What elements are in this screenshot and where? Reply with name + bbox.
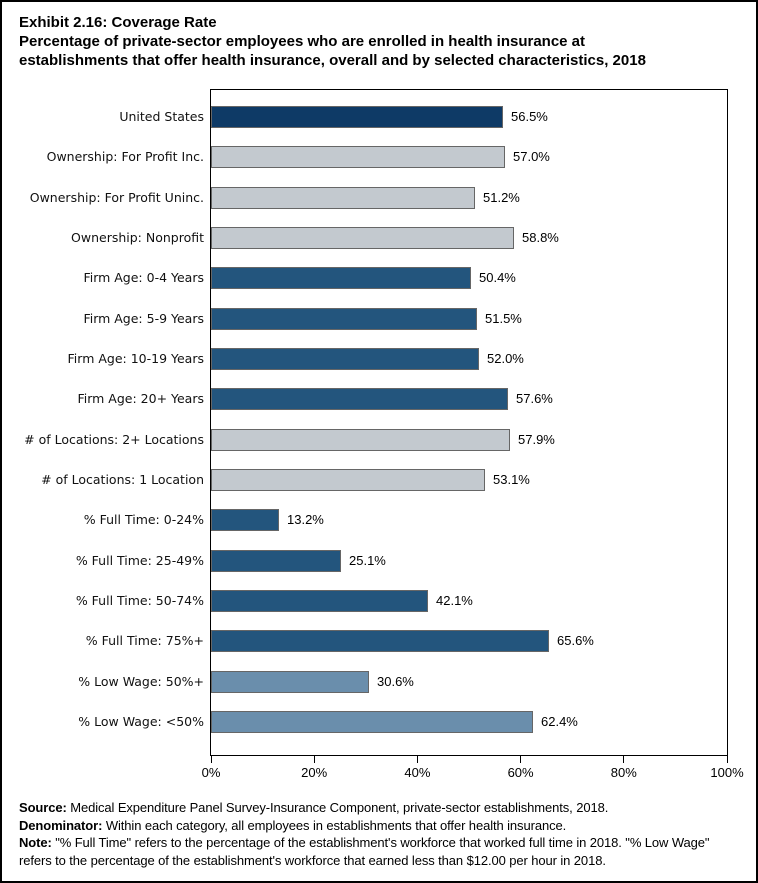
footnote-line: Denominator: Within each category, all e… — [19, 817, 567, 833]
value-label: 42.1% — [436, 593, 473, 608]
title-block: Exhibit 2.16: Coverage Rate Percentage o… — [19, 13, 699, 70]
x-axis-tick — [726, 756, 728, 763]
value-label: 51.5% — [485, 311, 522, 326]
category-label: United States — [119, 109, 204, 124]
footnote-line: Note: "% Full Time" refers to the percen… — [19, 835, 710, 868]
bar — [211, 469, 485, 491]
category-label: # of Locations: 2+ Locations — [24, 432, 204, 447]
exhibit-title: Exhibit 2.16: Coverage Rate — [19, 14, 217, 31]
category-label: Firm Age: 20+ Years — [77, 391, 204, 406]
bar — [211, 711, 533, 733]
value-label: 57.0% — [513, 149, 550, 164]
footnotes: Source: Medical Expenditure Panel Survey… — [19, 799, 745, 869]
value-label: 25.1% — [349, 553, 386, 568]
bar — [211, 308, 477, 330]
category-label: Ownership: Nonprofit — [71, 230, 204, 245]
x-axis-tick — [313, 756, 315, 763]
value-label: 53.1% — [493, 472, 530, 487]
bar — [211, 550, 341, 572]
footnote-line: Source: Medical Expenditure Panel Survey… — [19, 800, 609, 815]
category-label: % Full Time: 75%+ — [85, 633, 204, 648]
category-label: Firm Age: 10-19 Years — [67, 351, 204, 366]
value-label: 51.2% — [483, 190, 520, 205]
bar — [211, 671, 369, 693]
footnote-label: Source: — [19, 800, 67, 815]
value-label: 65.6% — [557, 633, 594, 648]
footnote-label: Denominator: — [19, 817, 103, 833]
bar — [211, 146, 505, 168]
bar — [211, 267, 471, 289]
bar — [211, 630, 549, 652]
category-label: % Full Time: 25-49% — [75, 553, 204, 568]
value-label: 52.0% — [487, 351, 524, 366]
bar — [211, 590, 428, 612]
value-label: 56.5% — [511, 109, 548, 124]
category-label: Firm Age: 5-9 Years — [83, 311, 204, 326]
x-axis-tick-label: 0% — [201, 765, 221, 780]
x-axis-tick — [210, 756, 212, 763]
footnote-label: Note: — [19, 835, 52, 850]
x-axis-tick-label: 60% — [507, 765, 534, 780]
value-label: 30.6% — [377, 674, 414, 689]
category-label: Ownership: For Profit Uninc. — [29, 190, 204, 205]
value-label: 57.6% — [516, 391, 553, 406]
x-axis-tick-label: 40% — [404, 765, 431, 780]
x-axis-tick-label: 20% — [301, 765, 328, 780]
bar — [211, 227, 514, 249]
value-label: 62.4% — [541, 714, 578, 729]
category-label: % Full Time: 50-74% — [75, 593, 204, 608]
category-label: Ownership: For Profit Inc. — [46, 149, 204, 164]
category-label: % Low Wage: 50%+ — [78, 674, 204, 689]
x-axis-tick — [416, 756, 418, 763]
x-axis-tick — [520, 756, 522, 763]
value-label: 57.9% — [518, 432, 555, 447]
category-label: # of Locations: 1 Location — [41, 472, 204, 487]
bar — [211, 106, 503, 128]
x-axis-tick-label: 80% — [610, 765, 637, 780]
bar — [211, 429, 510, 451]
value-label: 58.8% — [522, 230, 559, 245]
figure-subtitle: Percentage of private-sector employees w… — [19, 33, 646, 69]
bar — [211, 348, 479, 370]
bar — [211, 187, 475, 209]
category-label: % Full Time: 0-24% — [83, 512, 204, 527]
category-label: Firm Age: 0-4 Years — [83, 270, 204, 285]
value-label: 13.2% — [287, 512, 324, 527]
x-axis-tick-label: 100% — [710, 765, 744, 780]
bar — [211, 509, 279, 531]
x-axis-tick — [623, 756, 625, 763]
value-label: 50.4% — [479, 270, 516, 285]
category-label: % Low Wage: <50% — [78, 714, 204, 729]
bar — [211, 388, 508, 410]
